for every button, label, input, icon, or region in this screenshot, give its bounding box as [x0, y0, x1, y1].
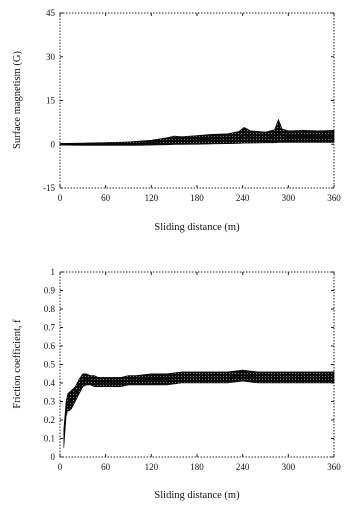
chart1-y-tick-label: 30: [46, 52, 56, 62]
chart2-y-tick-label: 1: [51, 267, 56, 277]
chart1-y-tick-label: 0: [51, 139, 56, 149]
chart2-plot-frame: [59, 271, 335, 458]
chart2-y-tick-label: 0.9: [44, 286, 56, 296]
friction-chart: Friction coefficient, f Sliding distance…: [12, 267, 341, 501]
chart2-x-tick-label: 300: [282, 462, 296, 472]
chart1-y-tick-label: 45: [46, 8, 56, 18]
chart2-x-tick-label: 60: [101, 462, 111, 472]
chart1-series-0-line: [60, 130, 335, 145]
chart1-plot-frame: [59, 12, 335, 189]
chart2-y-tick-label: 0.6: [44, 341, 56, 351]
chart2-series-0-line: [63, 375, 334, 439]
chart1-x-axis-label: Sliding distance (m): [154, 222, 240, 233]
chart1-x-tick-label: 300: [282, 193, 296, 203]
chart1-y-axis-label: Surface magnetism (G): [12, 51, 23, 149]
chart1-x-tick-label: 120: [145, 193, 159, 203]
chart2-y-tick-label: 0.2: [44, 415, 55, 425]
chart2-y-tick-label: 0: [51, 452, 56, 462]
chart2-y-tick-label: 0.4: [44, 378, 56, 388]
chart2-x-tick-label: 180: [190, 462, 204, 472]
chart2-y-tick-label: 0.3: [44, 397, 56, 407]
chart2-x-axis-label: Sliding distance (m): [154, 490, 240, 501]
chart2-y-tick-label: 0.7: [44, 323, 56, 333]
chart2-y-tick-label: 0.5: [44, 360, 56, 370]
chart1-x-tick-label: 0: [58, 193, 63, 203]
chart1-x-tick-label: 240: [236, 193, 250, 203]
magnetism-chart: Surface magnetism (G) Sliding distance (…: [12, 8, 341, 233]
chart2-x-tick-label: 120: [145, 462, 159, 472]
chart1-y-tick-label: 15: [46, 96, 56, 106]
chart1-series-0-band: [59, 118, 335, 146]
chart1-x-tick-label: 60: [101, 193, 111, 203]
chart2-x-tick-label: 240: [236, 462, 250, 472]
chart2-x-tick-label: 0: [58, 462, 63, 472]
chart1-x-tick-label: 360: [327, 193, 341, 203]
chart1-y-tick-label: -15: [43, 183, 55, 193]
chart1-x-tick-label: 180: [190, 193, 204, 203]
chart2-series-0-band: [63, 369, 335, 448]
chart2-x-tick-label: 360: [327, 462, 341, 472]
chart2-y-tick-label: 0.1: [44, 434, 55, 444]
chart2-y-axis-label: Friction coefficient, f: [12, 319, 23, 409]
chart2-y-tick-label: 0.8: [44, 304, 56, 314]
